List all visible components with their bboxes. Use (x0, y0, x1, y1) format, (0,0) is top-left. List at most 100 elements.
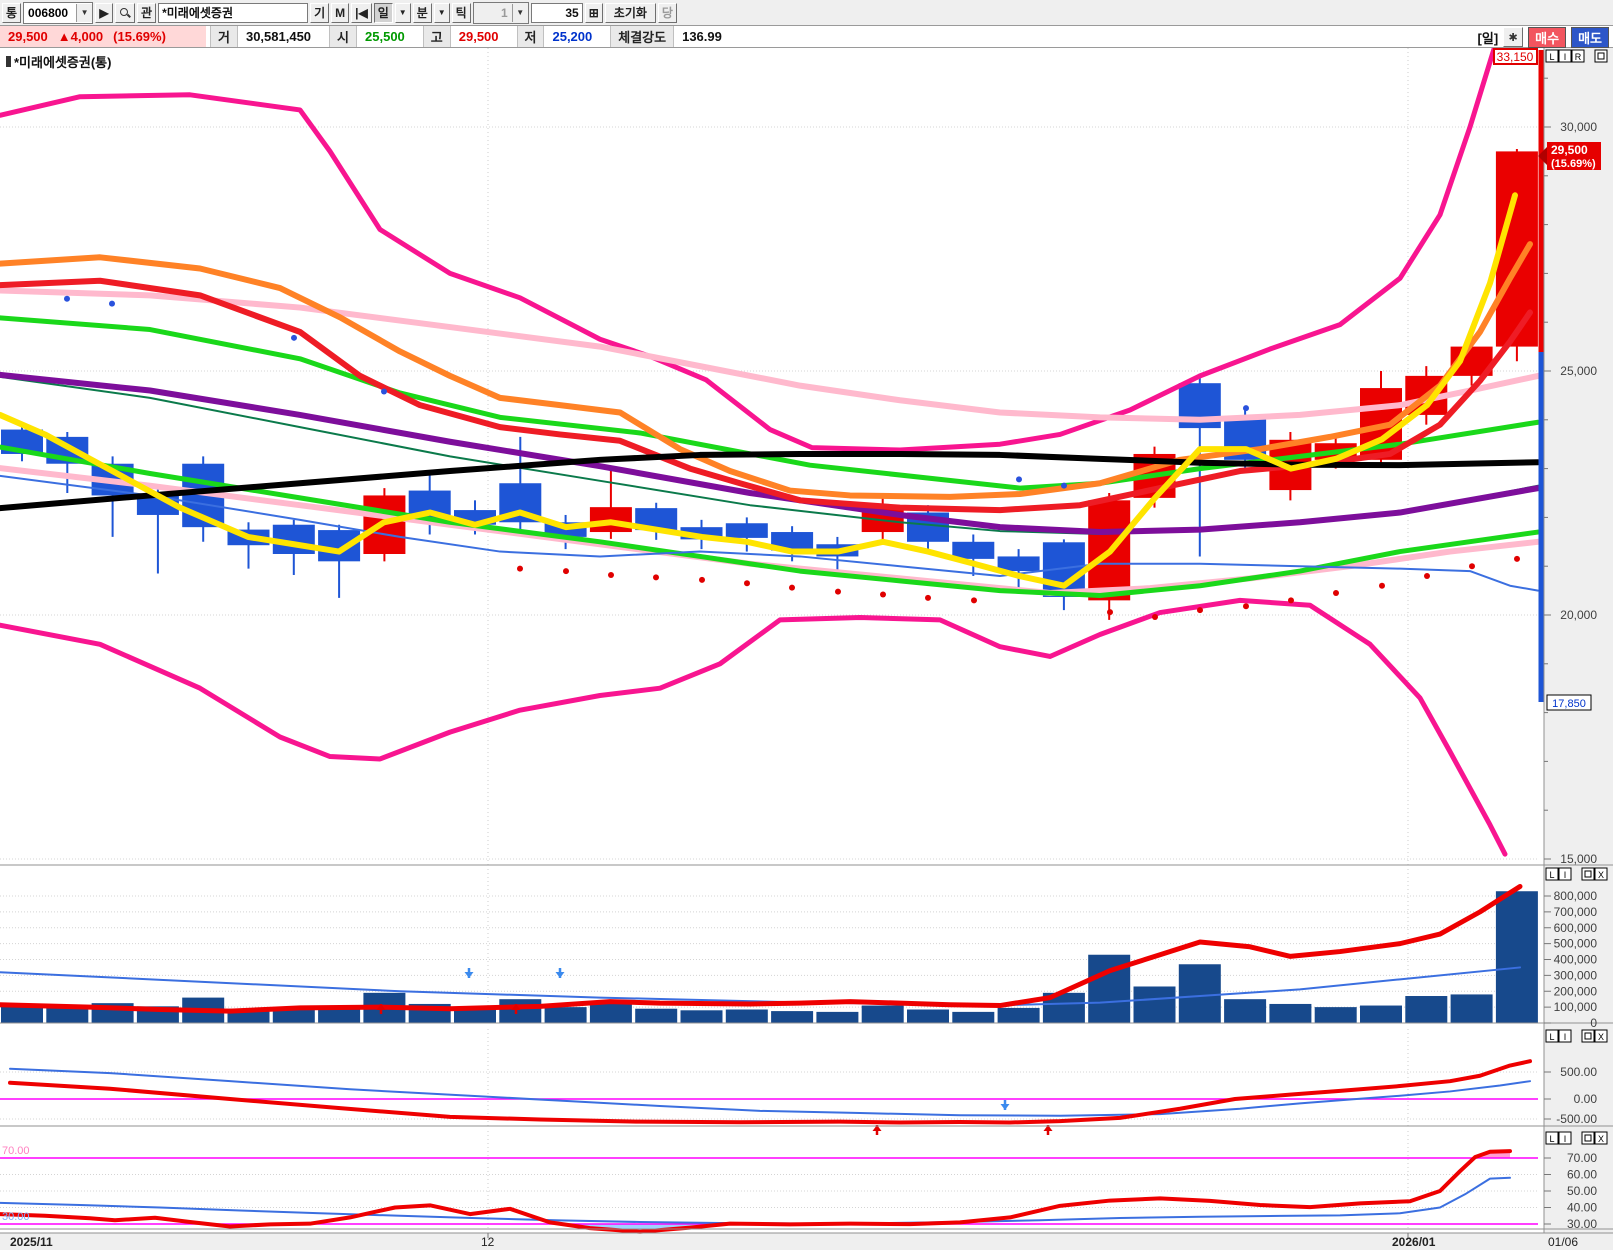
next-code-button[interactable]: ▶ (95, 2, 114, 23)
settings-button[interactable]: ✱ (1503, 27, 1524, 47)
sar-dot-red (1469, 563, 1475, 570)
range-low-box (1546, 694, 1592, 711)
panel-tool-button-label: L (1549, 870, 1554, 880)
title-marker-icon (6, 56, 11, 67)
tong-button[interactable]: 통 (2, 2, 22, 23)
sar-dot-red (653, 574, 659, 581)
volume-bar (1495, 891, 1538, 1023)
rsi-fill-below (561, 1224, 727, 1232)
volume-axis-label: 0 (1590, 1016, 1597, 1030)
panel-window-button[interactable] (1594, 1029, 1608, 1043)
volume-bar (635, 1008, 678, 1023)
volume-bar (318, 1009, 361, 1023)
price-summary: 29,500 ▲4,000 (15.69%) (0, 26, 206, 47)
sar-dot-red (1197, 607, 1203, 614)
candle-body (318, 530, 361, 562)
x-axis-label: 2025/11 (10, 1235, 53, 1249)
day-dropdown-icon[interactable]: ▼ (394, 2, 411, 23)
volume-bar (861, 1005, 904, 1023)
panel-tool-button-label: L (1549, 52, 1554, 62)
sar-dot-red (744, 580, 750, 587)
sar-dot-red (1514, 555, 1520, 562)
sar-dot-red (1288, 597, 1294, 604)
panel-tool-button[interactable] (1545, 867, 1559, 881)
panel-window-button[interactable] (1581, 1029, 1595, 1043)
price-axis-label: 15,000 (1560, 852, 1597, 866)
xaxis-bar-bg (0, 1233, 1613, 1250)
high-value: 29,500 (458, 29, 499, 44)
range-gutter-bar (1538, 50, 1544, 352)
volume-bar (1360, 1005, 1402, 1023)
sar-dot-red (835, 588, 841, 595)
volume-axis-label: 800,000 (1554, 889, 1598, 903)
search-button[interactable] (115, 2, 136, 23)
panel-tool-button[interactable] (1558, 1029, 1572, 1043)
sar-dot-red (971, 597, 977, 604)
sar-dot-blue (1061, 482, 1067, 489)
volume-label: 거 (210, 26, 238, 47)
panel-tool-button[interactable] (1545, 49, 1559, 63)
open-label: 시 (329, 26, 358, 47)
sar-dot-red (699, 576, 705, 583)
x-axis-label: 2026/01 (1392, 1235, 1436, 1249)
minute-dropdown-icon[interactable]: ▼ (433, 2, 450, 23)
gwan-button[interactable]: 관 (137, 2, 157, 23)
panel-window-button[interactable] (1581, 1131, 1595, 1145)
panel-tool-button-label: L (1549, 1032, 1554, 1042)
search-icon (119, 7, 131, 19)
sar-dot-blue (291, 334, 297, 341)
sar-dot-red (1333, 590, 1339, 597)
strength-label: 체결강도 (610, 26, 675, 47)
sar-dot-blue (64, 295, 70, 302)
maximize-icon (1584, 1032, 1592, 1040)
panel-window-button[interactable] (1594, 867, 1608, 881)
panel-tool-button[interactable] (1558, 867, 1572, 881)
sar-dot-red (517, 565, 523, 572)
count-input[interactable]: 35 (530, 2, 583, 23)
stock-code-value: 006800 (28, 5, 69, 20)
collapse-left-button[interactable]: |◀ (351, 2, 372, 23)
gi-button[interactable]: 기 (310, 2, 330, 23)
interval-combo[interactable]: 1 ▼ (472, 1, 529, 24)
dang-button[interactable]: 당 (657, 2, 677, 23)
period-tick-button[interactable]: 틱 (451, 2, 471, 23)
chevron-down-icon[interactable]: ▼ (76, 3, 93, 22)
panel-tool-button-label: I (1564, 52, 1567, 62)
panel-tool-button[interactable] (1545, 1029, 1559, 1043)
buy-button[interactable]: 매수 (1528, 26, 1567, 48)
reset-button[interactable]: 초기화 (604, 2, 656, 23)
panel-window-button[interactable] (1594, 49, 1608, 63)
signal-arrow-head (555, 972, 565, 978)
volume-bar (589, 1002, 632, 1023)
period-minute-button[interactable]: 분 (412, 2, 432, 23)
volume-bar (1, 1004, 43, 1023)
sar-dot-red (1424, 572, 1430, 579)
period-day-button[interactable]: 일 (373, 2, 393, 23)
panel-tool-button[interactable] (1558, 49, 1572, 63)
candle-body (952, 541, 995, 559)
sar-dot-blue (109, 300, 115, 307)
candle-body (771, 532, 814, 551)
quote-bar: 29,500 ▲4,000 (15.69%) 거 30,581,450 시 25… (0, 26, 1613, 48)
stock-code-combo[interactable]: 006800 ▼ (23, 1, 94, 24)
panel-tool-button[interactable] (1545, 1131, 1559, 1145)
panel-window-button[interactable] (1581, 867, 1595, 881)
panel-tool-button[interactable] (1571, 49, 1585, 63)
stock-name-field[interactable]: *미래에셋증권 (158, 2, 309, 23)
sell-button[interactable]: 매도 (1571, 26, 1609, 48)
rsi-axis-label: 70.00 (1567, 1151, 1597, 1165)
signal-arrow-head (464, 972, 474, 978)
open-value: 25,500 (365, 29, 405, 44)
price-change-pct: (15.69%) (113, 29, 166, 44)
panel-window-button[interactable] (1594, 1131, 1608, 1145)
volume-axis-label: 600,000 (1554, 921, 1598, 935)
high-label: 고 (422, 26, 451, 47)
macd-axis-label: 500.00 (1560, 1065, 1597, 1079)
panel-tool-button[interactable] (1558, 1131, 1572, 1145)
new-window-button[interactable]: ⊞ (584, 2, 603, 23)
macd-axis-label: 0.00 (1574, 1092, 1598, 1106)
m-button[interactable]: M (331, 2, 350, 23)
signal-arrow-head (1043, 1125, 1053, 1131)
volume-bar (1224, 999, 1267, 1023)
